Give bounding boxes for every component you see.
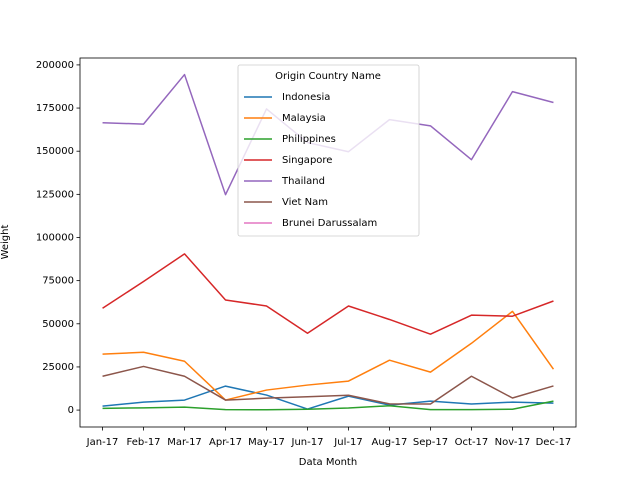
y-tick-label: 100000 (36, 232, 74, 243)
legend-label: Indonesia (282, 92, 330, 103)
x-tick-label: May-17 (248, 437, 285, 448)
x-tick-label: Aug-17 (372, 437, 408, 448)
legend-label: Philippines (282, 134, 336, 145)
legend-title: Origin Country Name (275, 71, 381, 82)
x-tick-label: Feb-17 (127, 437, 161, 448)
series-line (102, 253, 554, 335)
y-axis-label: Weight (0, 225, 11, 260)
y-tick-label: 125000 (36, 189, 74, 200)
x-tick-label: Mar-17 (167, 437, 202, 448)
legend-label: Thailand (281, 176, 325, 187)
series-line (102, 400, 554, 411)
plot (102, 73, 555, 411)
series-line (102, 365, 554, 405)
series-line (102, 385, 554, 410)
y-tick-label: 175000 (36, 103, 74, 114)
series-line (102, 310, 555, 401)
x-tick-label: Jan-17 (86, 437, 119, 448)
legend-label: Brunei Darussalam (282, 218, 377, 229)
x-tick-label: Nov-17 (495, 437, 531, 448)
y-tick-label: 25000 (42, 362, 74, 373)
y-tick-label: 200000 (36, 60, 74, 71)
plot-frame (79, 57, 577, 428)
y-tick-label: 0 (68, 405, 74, 416)
y-tick-label: 50000 (42, 319, 74, 330)
y-tick-label: 150000 (36, 146, 74, 157)
x-tick-label: Jul-17 (333, 437, 362, 448)
x-tick-label: Oct-17 (455, 437, 489, 448)
x-tick-label: Sep-17 (413, 437, 448, 448)
x-tick-label: Apr-17 (209, 437, 242, 448)
x-tick-label: Dec-17 (536, 437, 572, 448)
legend-label: Singapore (282, 155, 332, 166)
x-axis-label: Data Month (299, 457, 357, 468)
y-tick-label: 75000 (42, 276, 74, 287)
legend-label: Viet Nam (282, 197, 328, 208)
legend-label: Malaysia (282, 113, 326, 124)
legend-frame (237, 64, 420, 237)
x-tick-label: Jun-17 (291, 437, 324, 448)
